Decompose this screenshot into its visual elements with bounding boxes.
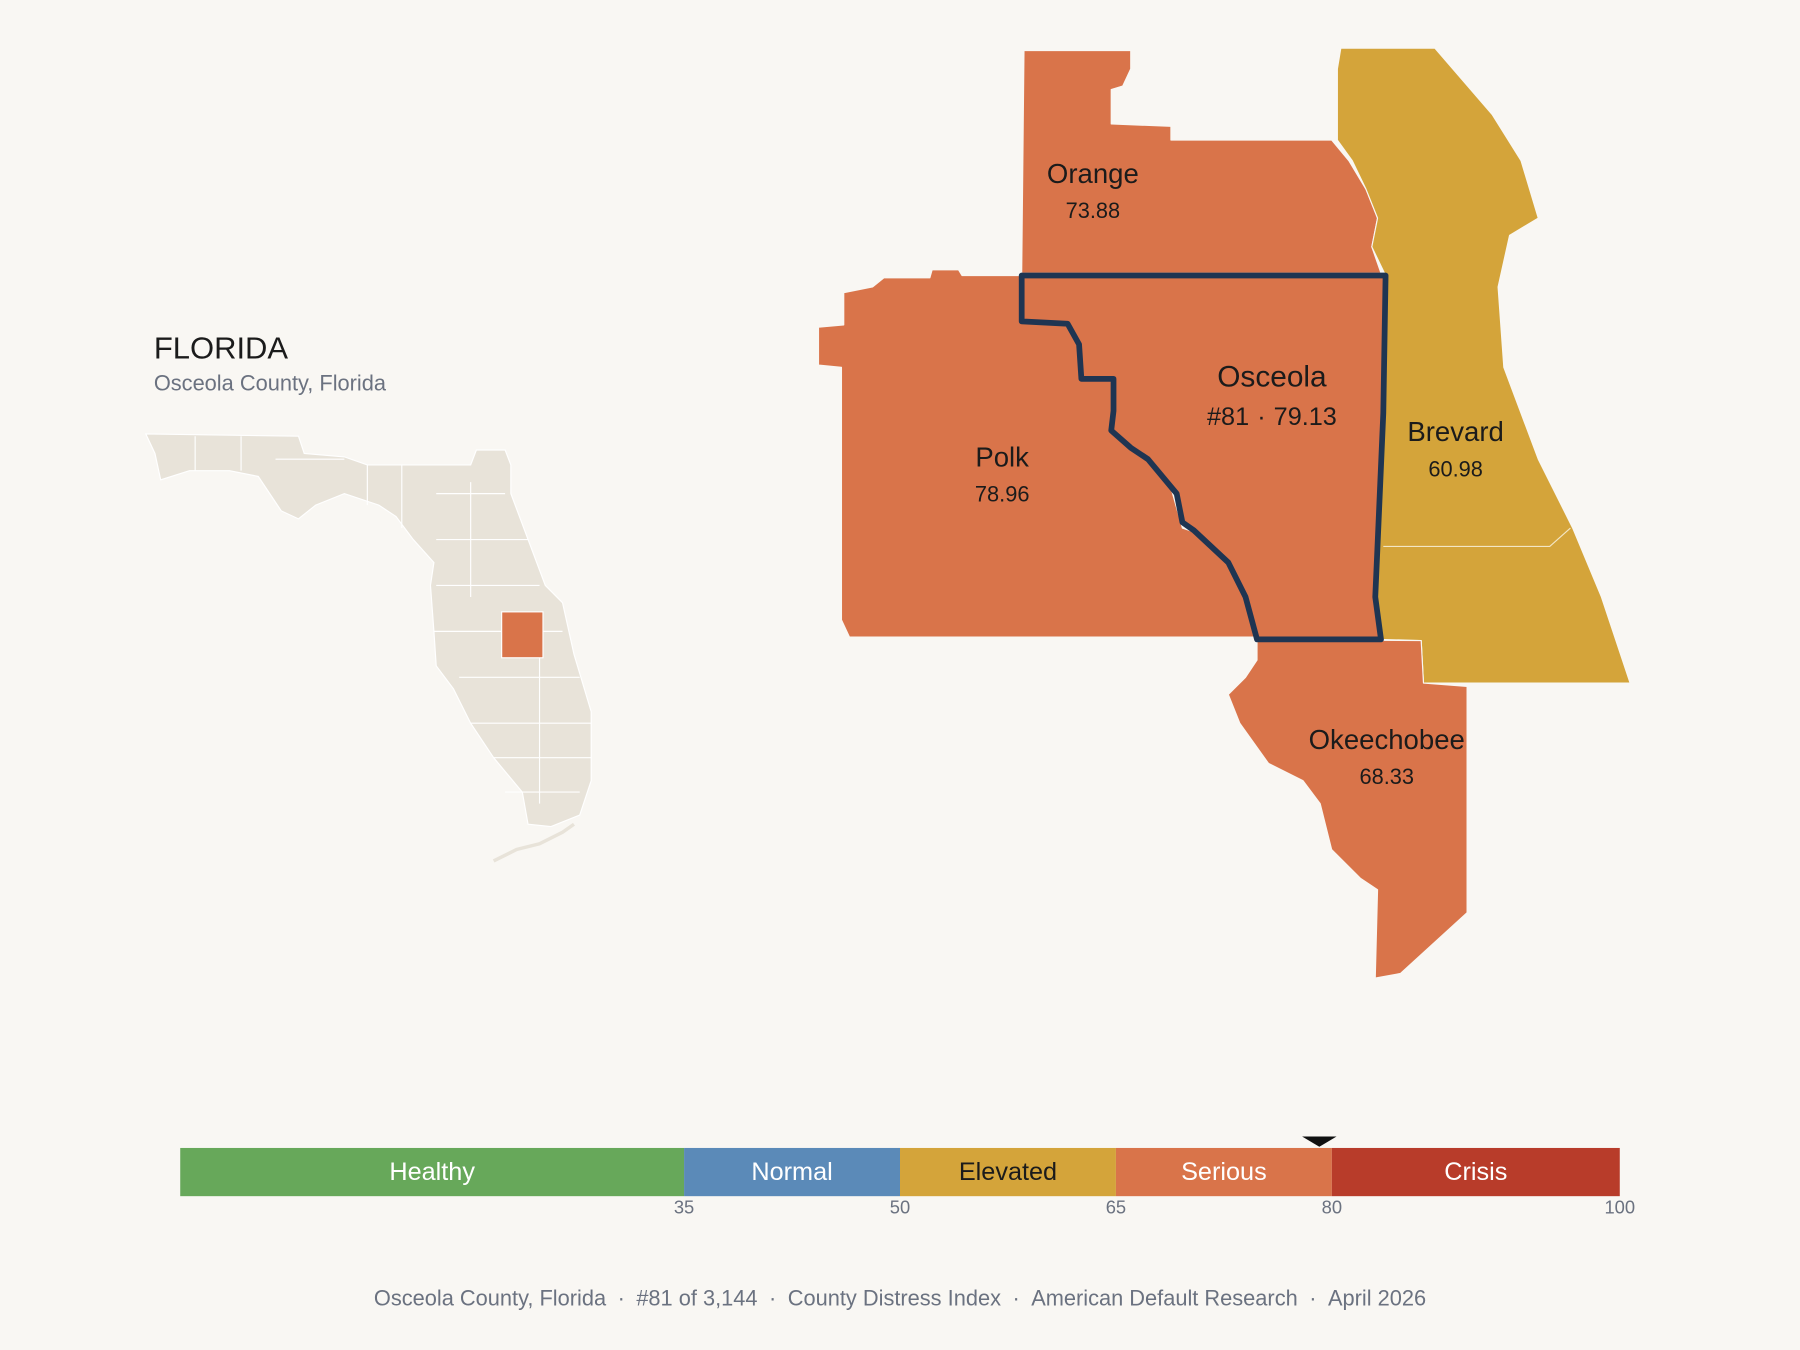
band-label: Normal [751,1158,832,1186]
footer: Osceola County, Florida · #81 of 3,144 · Cou… [374,1285,1426,1310]
county-score: 73.88 [1066,198,1121,223]
county-rank: #81 [1207,403,1249,431]
footer-item: #81 of 3,144 [636,1285,757,1310]
scale-tick-label: 50 [890,1197,910,1218]
scale-tick-label: 80 [1322,1197,1342,1218]
footer-item: American Default Research [1031,1285,1298,1310]
county-score: 60.98 [1428,456,1483,481]
scale-band [1115,1147,1332,1197]
scale-band [900,1147,1116,1197]
county-map: Osceola #81 · 79.13 Orange 73.88 Polk 78.96 Brev… [817,47,1631,979]
state-locator [144,433,592,863]
state-shape [144,433,592,828]
focus-county-locator [501,611,544,659]
footer-item: April 2026 [1328,1285,1426,1310]
county-name: Brevard [1407,416,1503,447]
scale-tick-label: 35 [674,1197,694,1218]
county-shape [1018,272,1389,643]
county-shape [1021,49,1382,274]
scale-band [180,1147,685,1197]
separator: · [1257,403,1265,431]
separator: · [618,1285,625,1310]
distress-scale: Healthy 35 Normal 50 Elevated 65 Serious 80 Cris… [180,1136,1635,1218]
separator: · [1309,1285,1316,1310]
separator: · [1012,1285,1019,1310]
band-label: Healthy [389,1158,475,1186]
footer-item: County Distress Index [788,1285,1001,1310]
band-label: Elevated [959,1158,1057,1186]
keys [492,822,575,863]
county-name: Okeechobee [1309,724,1465,755]
scale-band [684,1147,900,1197]
scale-band [1331,1147,1620,1197]
band-label: Crisis [1444,1158,1507,1186]
county-name: Orange [1047,158,1139,189]
separator: · [769,1285,776,1310]
county-score: 78.96 [975,482,1030,507]
county-name: Osceola [1217,361,1327,394]
county-name: Polk [975,441,1029,472]
county-line [1383,527,1571,548]
score-marker [1302,1136,1337,1147]
scale-tick-label: 100 [1604,1197,1635,1218]
scale-tick-label: 65 [1106,1197,1126,1218]
footer-item: Osceola County, Florida [374,1285,607,1310]
county-rank-score: #81 · 79.13 [1207,403,1337,431]
county-lines [194,436,592,804]
state-title: FLORIDA [154,330,289,365]
county-shape [1227,638,1468,979]
county-score: 68.33 [1359,764,1414,789]
band-label: Serious [1181,1158,1267,1186]
county-score: 79.13 [1274,403,1337,431]
subtitle: Osceola County, Florida [154,370,387,395]
